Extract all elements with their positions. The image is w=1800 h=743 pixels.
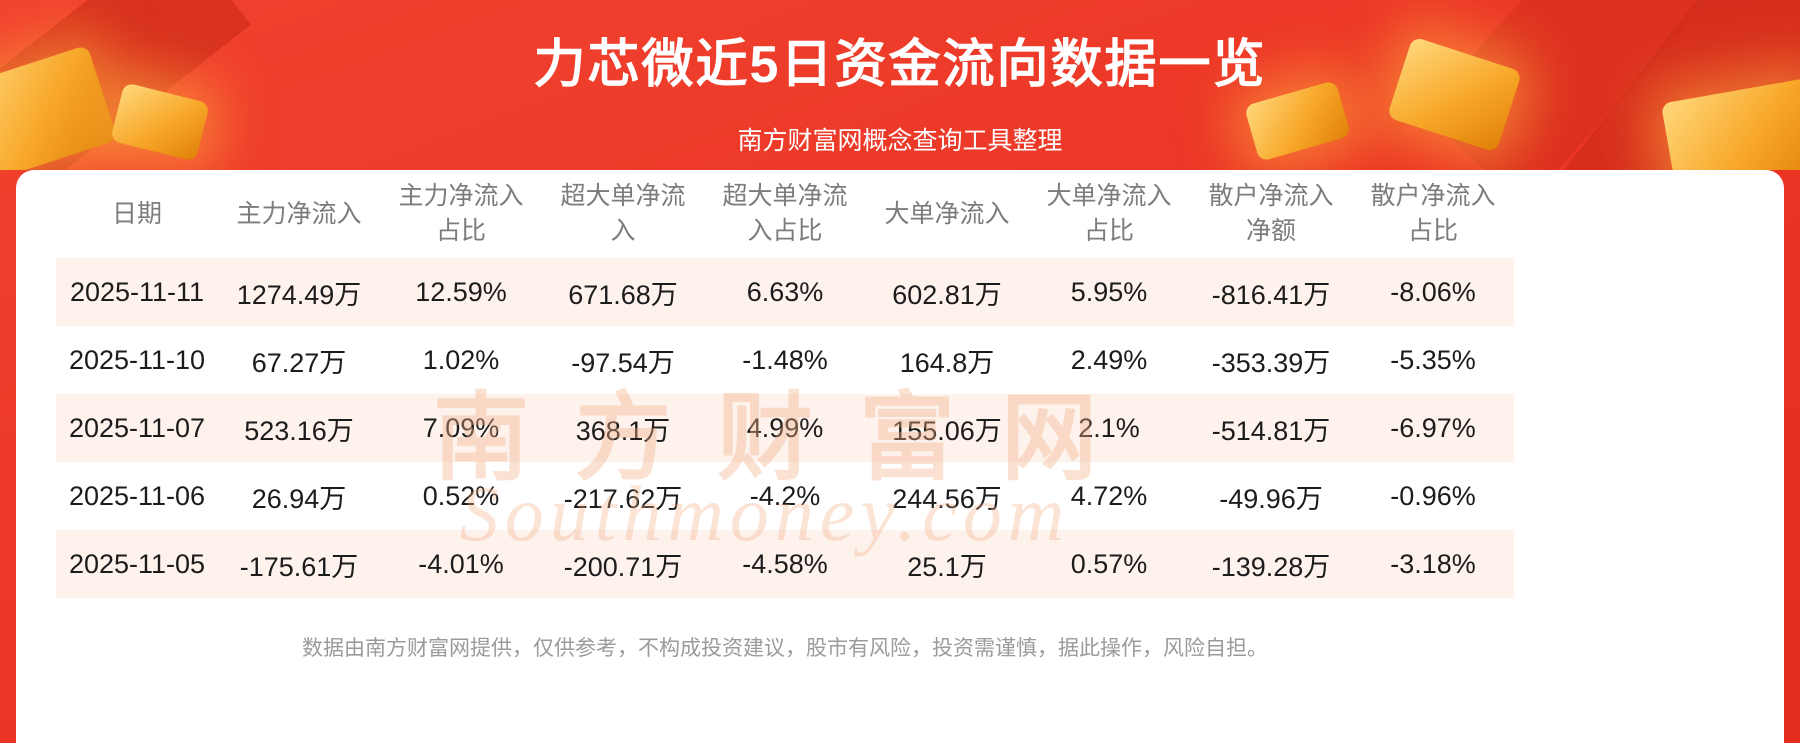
table-header-row: 日期 主力净流入 主力净流入占比 超大单净流入 超大单净流入占比 大单净流入 大… xyxy=(56,170,1514,258)
date-cell: 2025-11-05 xyxy=(68,548,206,579)
column-header-retail-net-inflow: 散户净流入净额 xyxy=(1208,182,1334,245)
date-cell: 2025-11-06 xyxy=(68,480,206,511)
value-cell: 4.72% xyxy=(1070,480,1148,511)
value-cell: 26.94万 xyxy=(251,483,347,514)
value-cell: -0.96% xyxy=(1390,480,1476,511)
value-cell: -4.58% xyxy=(742,548,828,579)
value-cell: 7.09% xyxy=(422,412,500,443)
value-cell: -4.2% xyxy=(749,480,821,511)
value-cell: -217.62万 xyxy=(563,483,683,514)
page-title: 力芯微近5日资金流向数据一览 xyxy=(533,36,1267,94)
page-subtitle: 南方财富网概念查询工具整理 xyxy=(737,127,1063,155)
value-cell: -4.01% xyxy=(418,548,504,579)
date-cell: 2025-11-07 xyxy=(68,412,206,443)
header-banner: 力芯微近5日资金流向数据一览 南方财富网概念查询工具整理 xyxy=(0,0,1800,170)
table-row: 2025-11-10 67.27万 1.02% -97.54万 -1.48% 1… xyxy=(56,326,1514,394)
table-row: 2025-11-11 1274.49万 12.59% 671.68万 6.63%… xyxy=(56,258,1514,326)
value-cell: 25.1万 xyxy=(907,551,987,582)
table-header: 日期 主力净流入 主力净流入占比 超大单净流入 超大单净流入占比 大单净流入 大… xyxy=(56,170,1514,258)
table-row: 2025-11-07 523.16万 7.09% 368.1万 4.99% 15… xyxy=(56,394,1514,462)
column-header-xl-order-net-inflow-ratio: 超大单净流入占比 xyxy=(722,182,848,245)
value-cell: 5.95% xyxy=(1070,276,1148,307)
column-header-retail-net-inflow-ratio: 散户净流入占比 xyxy=(1370,182,1496,245)
table-body: 2025-11-11 1274.49万 12.59% 671.68万 6.63%… xyxy=(56,258,1514,598)
value-cell: -97.54万 xyxy=(571,347,675,378)
column-header-date: 日期 xyxy=(111,199,162,228)
value-cell: 4.99% xyxy=(746,412,824,443)
value-cell: 2.1% xyxy=(1078,412,1140,443)
value-cell: 12.59% xyxy=(415,276,507,307)
value-cell: 1.02% xyxy=(422,344,500,375)
value-cell: 164.8万 xyxy=(899,347,995,378)
date-cell: 2025-11-10 xyxy=(68,344,206,375)
column-header-main-net-inflow-ratio: 主力净流入占比 xyxy=(398,182,524,245)
value-cell: 244.56万 xyxy=(892,483,1002,514)
value-cell: 368.1万 xyxy=(575,415,671,446)
column-header-large-order-net-inflow-ratio: 大单净流入占比 xyxy=(1046,182,1172,245)
column-header-large-order-net-inflow: 大单净流入 xyxy=(884,199,1010,228)
value-cell: -816.41万 xyxy=(1211,279,1331,310)
value-cell: 1274.49万 xyxy=(236,279,362,310)
fund-flow-table: 日期 主力净流入 主力净流入占比 超大单净流入 超大单净流入占比 大单净流入 大… xyxy=(56,170,1514,598)
value-cell: 523.16万 xyxy=(244,415,354,446)
value-cell: -5.35% xyxy=(1390,344,1476,375)
value-cell: -175.61万 xyxy=(239,551,359,582)
value-cell: 6.63% xyxy=(746,276,824,307)
table-row: 2025-11-06 26.94万 0.52% -217.62万 -4.2% 2… xyxy=(56,462,1514,530)
value-cell: 602.81万 xyxy=(892,279,1002,310)
value-cell: -353.39万 xyxy=(1211,347,1331,378)
value-cell: -49.96万 xyxy=(1219,483,1323,514)
disclaimer-text: 数据由南方财富网提供，仅供参考，不构成投资建议，股市有风险，投资需谨慎，据此操作… xyxy=(302,637,1268,660)
value-cell: -3.18% xyxy=(1390,548,1476,579)
value-cell: 67.27万 xyxy=(251,347,347,378)
value-cell: -139.28万 xyxy=(1211,551,1331,582)
date-cell: 2025-11-11 xyxy=(69,276,205,307)
column-header-main-net-inflow: 主力净流入 xyxy=(236,199,362,228)
value-cell: -1.48% xyxy=(742,344,828,375)
value-cell: 155.06万 xyxy=(892,415,1002,446)
value-cell: 0.52% xyxy=(422,480,500,511)
value-cell: -200.71万 xyxy=(563,551,683,582)
value-cell: -6.97% xyxy=(1390,412,1476,443)
value-cell: -514.81万 xyxy=(1211,415,1331,446)
table-card: 南方财富网 Southmoney.com 日期 主力净流入 主力净流入占比 超大… xyxy=(16,170,1784,743)
value-cell: -8.06% xyxy=(1390,276,1476,307)
column-header-xl-order-net-inflow: 超大单净流入 xyxy=(560,182,686,245)
value-cell: 2.49% xyxy=(1070,344,1148,375)
table-row: 2025-11-05 -175.61万 -4.01% -200.71万 -4.5… xyxy=(56,530,1514,598)
value-cell: 671.68万 xyxy=(568,279,678,310)
value-cell: 0.57% xyxy=(1070,548,1148,579)
